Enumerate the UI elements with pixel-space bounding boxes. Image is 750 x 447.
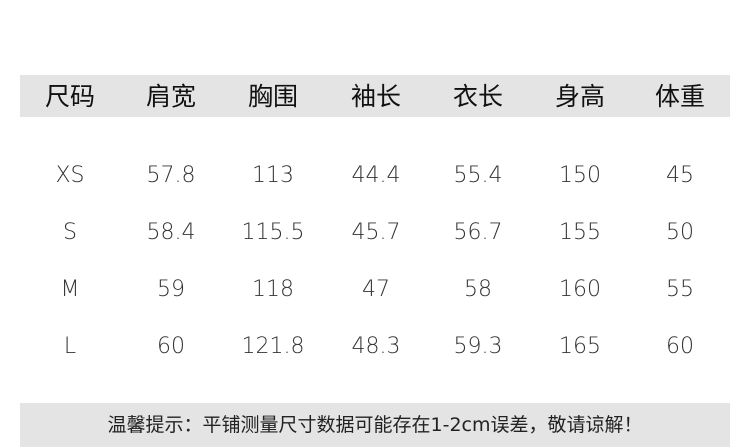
header-cell: 衣长	[452, 82, 503, 111]
table-cell: 60	[666, 334, 694, 359]
table-cell: 48.3	[351, 334, 401, 359]
table-cell: 47	[362, 277, 390, 302]
table-cell: 59	[157, 277, 185, 302]
table-cell: 58	[464, 277, 492, 302]
table-cell: 160	[559, 277, 601, 302]
table-cell: XS	[55, 163, 85, 188]
header-cell: 肩宽	[145, 82, 196, 111]
table-cell: 45	[666, 163, 694, 188]
header-band	[20, 75, 730, 117]
table-cell: 113	[252, 163, 294, 188]
header-cell: 体重	[654, 82, 705, 111]
table-cell: 121.8	[241, 334, 305, 359]
table-cell: 44.4	[351, 163, 401, 188]
table-cell: 60	[157, 334, 185, 359]
table-cell: 59.3	[453, 334, 503, 359]
table-cell: 56.7	[453, 220, 503, 245]
footer-note: 温馨提示：平铺测量尺寸数据可能存在1-2cm误差，敬请谅解！	[107, 414, 643, 436]
header-cell: 袖长	[350, 82, 401, 111]
table-cell: 57.8	[146, 163, 196, 188]
table-cell: S	[63, 220, 77, 245]
table-cell: 55.4	[453, 163, 503, 188]
table-cell: 55	[666, 277, 694, 302]
table-cell: M	[60, 277, 80, 302]
table-cell: 150	[559, 163, 601, 188]
table-cell: 115.5	[241, 220, 305, 245]
header-cell: 胸围	[247, 82, 298, 111]
footer-band	[20, 403, 730, 447]
table-cell: 118	[252, 277, 294, 302]
table-cell: 50	[666, 220, 694, 245]
table-cell: 45.7	[351, 220, 401, 245]
table-cell: 58.4	[146, 220, 196, 245]
table-cell: 155	[559, 220, 601, 245]
header-cell: 尺码	[44, 82, 95, 111]
table-cell: 165	[559, 334, 601, 359]
header-cell: 身高	[554, 82, 605, 111]
table-cell: L	[63, 334, 77, 359]
